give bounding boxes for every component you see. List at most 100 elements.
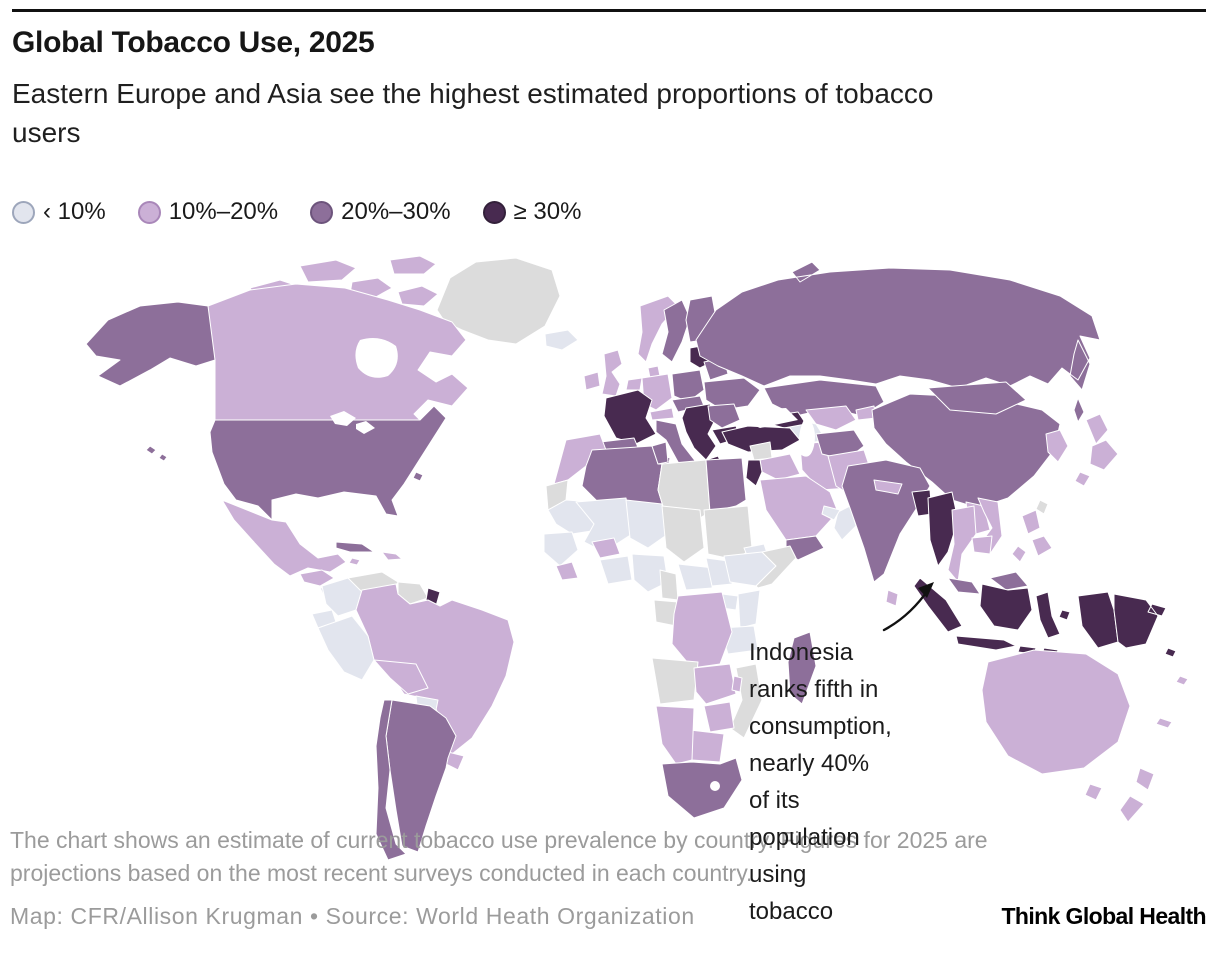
country-australia[interactable]: [981, 649, 1131, 801]
country-kenya[interactable]: [737, 589, 761, 629]
country-tunisia[interactable]: [651, 441, 669, 465]
country-zimbabwe[interactable]: [703, 701, 735, 733]
chart-notes: The chart shows an estimate of current t…: [10, 824, 1140, 890]
black-sea: [744, 408, 798, 428]
legend-item-10-20: 10%–20%: [137, 198, 279, 226]
country-ghana-togo-benin[interactable]: [599, 555, 633, 585]
legend-swatch-10-20: [137, 200, 161, 224]
country-zambia[interactable]: [693, 663, 737, 705]
country-fiji[interactable]: [1175, 675, 1189, 686]
country-madagascar[interactable]: [787, 631, 817, 705]
country-solomon-islands[interactable]: [1164, 647, 1177, 658]
world-map: [0, 248, 1220, 868]
country-hispaniola[interactable]: [381, 551, 403, 561]
annotation-line: of its: [749, 787, 800, 814]
country-ukraine[interactable]: [703, 377, 761, 411]
country-canada[interactable]: [207, 283, 469, 421]
country-niger[interactable]: [625, 499, 669, 549]
country-papua-new-guinea[interactable]: [1113, 593, 1167, 649]
country-uae-qatar[interactable]: [821, 505, 841, 521]
country-sri-lanka[interactable]: [885, 589, 899, 607]
country-nigeria[interactable]: [631, 553, 669, 593]
country-uzbekistan[interactable]: [805, 405, 857, 431]
indonesia-annotation: Indonesia ranks fifth in consumption, ne…: [749, 634, 899, 930]
annotation-line: tobacco: [749, 898, 834, 925]
legend-label: ‹ 10%: [43, 198, 106, 225]
country-myanmar[interactable]: [927, 491, 959, 567]
subtitle-line: users: [12, 117, 81, 148]
country-bolivia[interactable]: [373, 659, 429, 695]
country-cameroon[interactable]: [659, 569, 679, 601]
country-sierra-leone-liberia[interactable]: [555, 561, 579, 581]
country-benelux[interactable]: [625, 377, 643, 391]
country-egypt[interactable]: [705, 457, 747, 513]
country-cambodia[interactable]: [971, 535, 993, 555]
annotation-line: population: [749, 824, 860, 851]
country-senegal-guinea[interactable]: [543, 531, 579, 567]
country-drc[interactable]: [671, 591, 733, 669]
country-south-africa[interactable]: [661, 757, 743, 819]
country-angola[interactable]: [651, 657, 699, 705]
country-usa[interactable]: [209, 405, 447, 521]
country-korea[interactable]: [1045, 429, 1069, 463]
country-guatemala-honduras[interactable]: [299, 569, 335, 587]
country-malawi[interactable]: [731, 675, 743, 693]
legend-label: 20%–30%: [341, 198, 451, 225]
country-namibia[interactable]: [655, 705, 695, 765]
country-iceland[interactable]: [544, 329, 579, 351]
country-botswana[interactable]: [689, 729, 725, 763]
country-uk[interactable]: [601, 349, 623, 397]
country-lesotho: [710, 781, 720, 791]
country-chad[interactable]: [661, 505, 705, 563]
annotation-line: ranks fifth in: [749, 676, 879, 703]
country-new-zealand[interactable]: [1119, 767, 1155, 823]
annotation-line: Indonesia: [749, 639, 854, 666]
legend: ‹ 10% 10%–20% 20%–30% ≥ 30%: [12, 198, 581, 226]
country-turkey[interactable]: [721, 425, 801, 453]
credit-row: Map: CFR/Allison Krugman • Source: World…: [10, 903, 1207, 930]
country-burkina-faso[interactable]: [591, 537, 621, 559]
country-taiwan[interactable]: [1035, 499, 1049, 515]
annotation-line: nearly 40%: [749, 750, 870, 777]
country-saudi-arabia[interactable]: [759, 475, 839, 541]
country-chile[interactable]: [375, 699, 407, 861]
country-india[interactable]: [841, 459, 931, 583]
country-thailand[interactable]: [947, 505, 977, 583]
country-mozambique[interactable]: [729, 663, 763, 739]
country-oman[interactable]: [833, 505, 857, 541]
country-poland[interactable]: [671, 369, 705, 403]
country-philippines[interactable]: [1011, 509, 1053, 563]
country-nepal[interactable]: [873, 479, 903, 495]
country-mexico[interactable]: [221, 499, 347, 577]
annotation-line: using: [749, 861, 807, 888]
hudson-bay: [355, 338, 398, 378]
country-romania[interactable]: [707, 403, 741, 429]
country-argentina[interactable]: [385, 699, 457, 853]
legend-item-lt10: ‹ 10%: [12, 198, 106, 226]
page-title: Global Tobacco Use, 2025: [12, 26, 375, 59]
country-sudan[interactable]: [703, 505, 753, 561]
country-usa-alaska[interactable]: [85, 301, 216, 387]
country-malaysia[interactable]: [947, 571, 1029, 595]
country-mongolia[interactable]: [927, 381, 1027, 415]
country-japan[interactable]: [1074, 413, 1119, 487]
country-central-african-republic[interactable]: [677, 563, 715, 591]
country-usa-hawaii[interactable]: [145, 445, 168, 462]
country-russia[interactable]: [695, 261, 1101, 423]
country-ireland[interactable]: [583, 371, 601, 391]
legend-swatch-gte30: [482, 200, 506, 224]
country-lesser-antilles[interactable]: [412, 471, 424, 482]
country-greenland[interactable]: [436, 257, 561, 345]
country-new-caledonia[interactable]: [1155, 717, 1173, 729]
country-somalia[interactable]: [755, 545, 797, 589]
annotation-line: consumption,: [749, 713, 892, 740]
country-jordan-lebanon[interactable]: [745, 459, 763, 487]
country-indonesia[interactable]: [913, 577, 1119, 657]
country-cuba[interactable]: [335, 541, 375, 553]
legend-label: 10%–20%: [168, 198, 279, 225]
subtitle-line: Eastern Europe and Asia see the highest …: [12, 78, 934, 109]
country-jamaica[interactable]: [348, 557, 361, 566]
country-peru[interactable]: [317, 615, 375, 681]
country-sweden[interactable]: [661, 299, 691, 363]
country-switzerland-austria[interactable]: [649, 407, 675, 421]
